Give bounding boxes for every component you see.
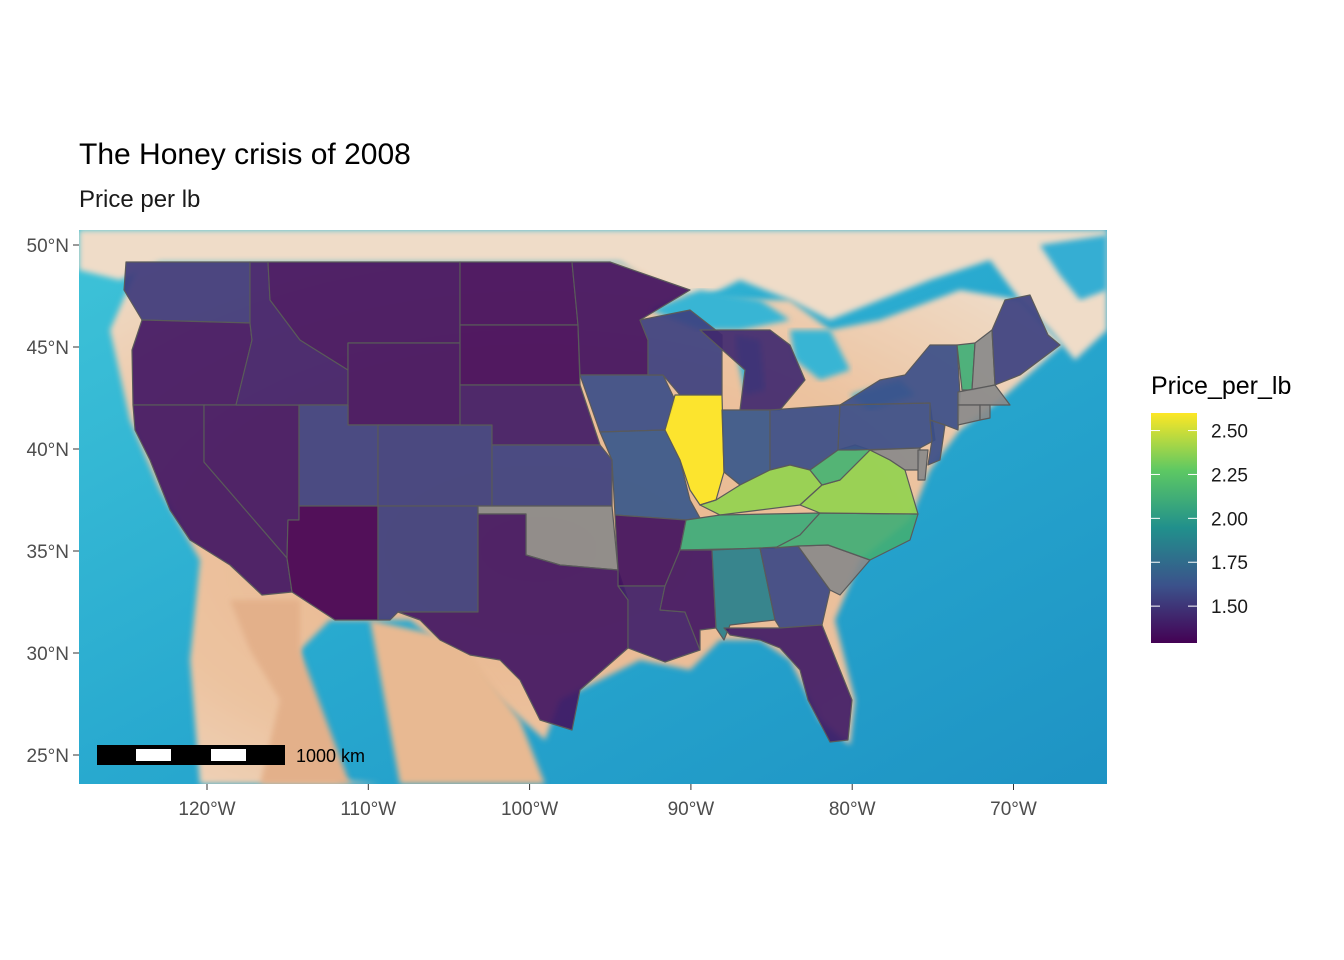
state-maryland (869, 447, 921, 471)
legend-tick-label: 1.50 (1211, 597, 1248, 618)
legend-tick-label: 2.00 (1211, 509, 1248, 530)
scale-bar-segment (136, 749, 171, 761)
lat-tick-label: 45°N (27, 338, 69, 359)
map-title: The Honey crisis of 2008 (79, 138, 411, 171)
longitude-axis: 120°W 110°W 100°W 90°W 80°W 70°W (178, 784, 1037, 820)
legend-title: Price_per_lb (1151, 372, 1292, 400)
legend-colorbar (1151, 413, 1197, 643)
state-new-mexico (377, 505, 479, 621)
scale-bar-segment (211, 749, 246, 761)
state-texas (397, 513, 629, 731)
state-polygons (123, 261, 1061, 743)
map-subtitle: Price per lb (79, 186, 201, 213)
state-south-dakota (459, 324, 581, 386)
lat-tick-label: 35°N (27, 542, 69, 563)
scale-bar: 1000 km (97, 745, 365, 766)
lat-tick-label: 50°N (27, 236, 69, 257)
lon-tick-label: 100°W (501, 799, 558, 820)
state-rhode-island (979, 404, 991, 421)
state-washington (123, 261, 251, 324)
state-massachusetts (957, 384, 1011, 406)
lon-tick-label: 90°W (668, 799, 715, 820)
state-delaware (917, 449, 929, 481)
state-florida (723, 624, 853, 743)
state-michigan (699, 329, 806, 411)
lon-tick-label: 120°W (178, 799, 235, 820)
state-pennsylvania (837, 402, 936, 451)
lon-tick-label: 70°W (990, 799, 1037, 820)
scale-bar-label: 1000 km (296, 746, 365, 766)
color-legend: 2.50 2.25 2.00 1.75 1.50 (1151, 413, 1248, 643)
legend-tick-label: 2.50 (1211, 422, 1248, 443)
state-kansas (491, 444, 613, 507)
legend-tick-label: 1.75 (1211, 553, 1248, 574)
scale-bar-frame (97, 745, 285, 765)
state-maine (991, 294, 1061, 386)
state-colorado (377, 424, 493, 507)
lat-tick-label: 30°N (27, 644, 69, 665)
latitude-axis: 50°N 45°N 40°N 35°N 30°N 25°N (27, 236, 79, 767)
state-north-dakota (459, 261, 579, 326)
state-oregon (131, 319, 253, 406)
lon-tick-label: 80°W (829, 799, 876, 820)
lat-tick-label: 25°N (27, 746, 69, 767)
lon-tick-label: 110°W (340, 799, 396, 820)
legend-tick-label: 2.25 (1211, 465, 1248, 486)
state-wyoming (347, 342, 461, 426)
state-north-carolina (774, 512, 919, 561)
lat-tick-label: 40°N (27, 440, 69, 461)
